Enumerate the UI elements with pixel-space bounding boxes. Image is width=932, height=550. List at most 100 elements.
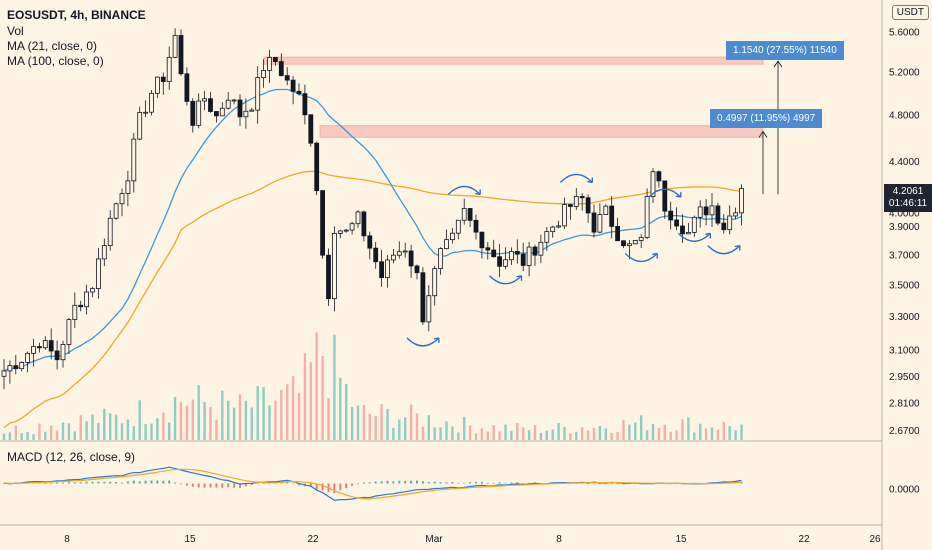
- candle-body: [166, 56, 172, 82]
- volume-bar: [315, 332, 318, 440]
- candle-body: [172, 35, 178, 58]
- volume-bar: [150, 423, 153, 440]
- time-tick-label: 8: [64, 534, 70, 545]
- volume-bar: [280, 389, 283, 440]
- volume-bar: [238, 394, 242, 440]
- macd-histogram-bar: [132, 480, 135, 484]
- candle-body: [261, 70, 267, 78]
- candle-body: [449, 232, 455, 241]
- wave-arc: [406, 337, 440, 347]
- macd-line: [3, 466, 742, 501]
- candle-body: [662, 180, 668, 212]
- candle-body: [31, 346, 36, 354]
- macd-histogram-bar: [392, 481, 395, 484]
- candle-body: [408, 250, 414, 267]
- volume-bar: [50, 425, 53, 440]
- volume-bar: [634, 422, 637, 440]
- volume-bar: [215, 419, 218, 440]
- volume-bar: [8, 432, 12, 440]
- wave-arc-head: [516, 275, 523, 281]
- wave-arc-head: [675, 192, 682, 198]
- macd-histogram-bar: [3, 483, 5, 485]
- volume-bar: [197, 385, 200, 440]
- macd-histogram-bar: [174, 482, 177, 484]
- price-tick-label: 5.6000: [889, 27, 920, 38]
- candle-body: [290, 79, 296, 92]
- volume-bar: [604, 428, 607, 440]
- macd-histogram-bar: [475, 481, 477, 484]
- macd-histogram-bar: [433, 481, 436, 484]
- candle-body: [379, 261, 385, 279]
- volume-bar: [221, 390, 224, 440]
- time-tick-label: 22: [307, 534, 319, 545]
- candle-body: [7, 365, 13, 372]
- macd-histogram-bar: [469, 482, 472, 484]
- macd-histogram-bar: [528, 482, 531, 484]
- volume-bar: [681, 419, 684, 440]
- candle-body: [438, 248, 444, 269]
- volume-bar: [616, 432, 619, 440]
- candle-body: [267, 57, 272, 71]
- signal-line: [3, 468, 742, 500]
- volume-bar: [563, 426, 566, 440]
- volume-bar: [451, 426, 454, 440]
- volume-bar: [409, 404, 413, 440]
- volume-bar: [728, 426, 731, 440]
- candle-body: [208, 98, 213, 112]
- volume-bar: [20, 433, 23, 440]
- macd-histogram-bar: [504, 482, 507, 484]
- volume-bar: [734, 430, 737, 440]
- macd-histogram-bar: [634, 483, 637, 485]
- candle-body: [591, 212, 597, 233]
- volume-bar: [303, 353, 307, 440]
- candle-body: [520, 253, 526, 266]
- macd-histogram-bar: [598, 483, 601, 485]
- volume-bar: [527, 430, 531, 440]
- macd-histogram-bar: [233, 483, 236, 488]
- volume-bar: [85, 421, 88, 440]
- volume-bar: [14, 425, 17, 440]
- macd-histogram-bar: [616, 483, 619, 485]
- volume-bar: [120, 423, 124, 440]
- macd-histogram-bar: [587, 483, 590, 485]
- macd-histogram-bar: [593, 483, 595, 484]
- macd-histogram-bar: [162, 480, 165, 484]
- candle-body: [473, 219, 479, 233]
- macd-histogram-bar: [368, 482, 371, 484]
- candle-body: [25, 352, 31, 363]
- ma100-label: MA (100, close, 0): [7, 54, 104, 68]
- time-tick-label: 8: [556, 534, 562, 545]
- candle-body: [674, 219, 679, 227]
- volume-bar: [126, 419, 130, 440]
- volume-bar: [345, 383, 348, 440]
- volume-bar: [262, 387, 265, 440]
- macd-histogram-bar: [73, 482, 76, 484]
- volume-bar: [91, 414, 94, 440]
- last-price-tag: 4.2061 01:46:11: [884, 184, 932, 212]
- volume-bar: [657, 427, 661, 440]
- volume-bar: [740, 424, 743, 440]
- volume-bar: [592, 427, 596, 440]
- candle-body: [42, 340, 48, 349]
- macd-histogram-bar: [339, 483, 342, 491]
- wave-arc-head: [475, 189, 481, 196]
- candle-body: [550, 226, 556, 233]
- target-arrow-head: [758, 130, 768, 138]
- volume-bar: [545, 430, 548, 440]
- volume-bar: [427, 415, 430, 440]
- volume-bar: [498, 431, 501, 440]
- price-tick-label: 3.5000: [889, 280, 920, 291]
- volume-bar: [610, 432, 613, 440]
- volume-bar: [675, 430, 678, 440]
- volume-bar: [185, 405, 189, 440]
- volume-bar: [586, 430, 590, 440]
- candle-body: [119, 193, 125, 205]
- macd-histogram-bar: [91, 481, 94, 484]
- macd-histogram-bar: [492, 482, 495, 484]
- volume-bars: [2, 332, 743, 440]
- candle-body: [467, 208, 473, 221]
- currency-badge[interactable]: USDT: [891, 5, 929, 20]
- wave-arc: [707, 245, 741, 255]
- volume-bar: [716, 429, 720, 440]
